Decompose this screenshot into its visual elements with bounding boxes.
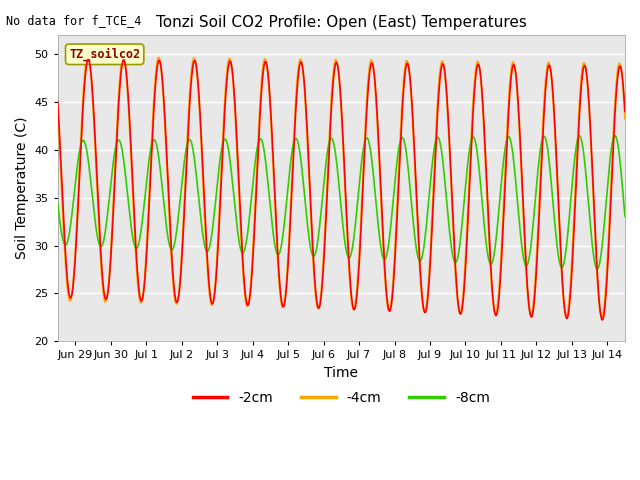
Legend: -2cm, -4cm, -8cm: -2cm, -4cm, -8cm [187,385,495,411]
Y-axis label: Soil Temperature (C): Soil Temperature (C) [15,117,29,260]
Text: TZ_soilco2: TZ_soilco2 [69,48,140,61]
X-axis label: Time: Time [324,366,358,380]
Text: No data for f_TCE_4: No data for f_TCE_4 [6,14,142,27]
Title: Tonzi Soil CO2 Profile: Open (East) Temperatures: Tonzi Soil CO2 Profile: Open (East) Temp… [156,15,527,30]
